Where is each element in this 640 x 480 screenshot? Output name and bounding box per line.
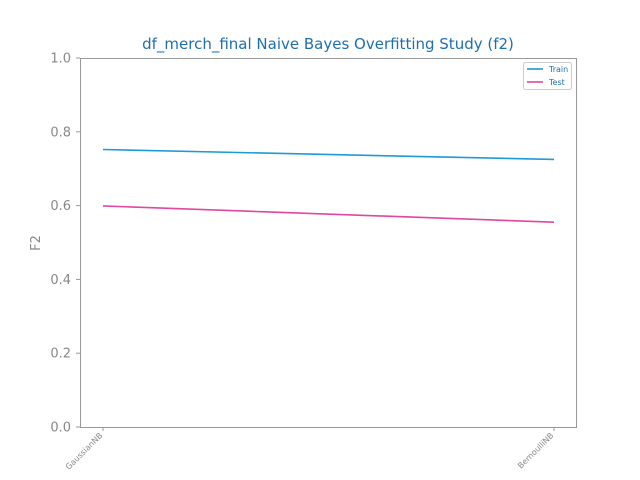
legend-label-test: Test	[548, 78, 565, 87]
y-tick-label: 0.0	[50, 421, 71, 436]
y-tick-label: 0.4	[50, 273, 71, 288]
y-axis-label: F2	[29, 235, 44, 251]
chart-title: df_merch_final Naive Bayes Overfitting S…	[142, 35, 514, 54]
series-layer	[102, 148, 555, 224]
y-tick-label: 0.6	[50, 199, 71, 214]
y-tick-label: 1.0	[50, 52, 71, 67]
x-axis: GaussianNB BernoulliNB	[64, 427, 555, 471]
y-tick-label: 0.2	[50, 347, 71, 362]
legend: Train Test	[523, 62, 572, 90]
legend-label-train: Train	[548, 65, 568, 74]
plot-area	[80, 58, 577, 428]
series-line-train	[102, 148, 555, 161]
y-tick-label: 0.8	[50, 125, 71, 140]
y-axis: 0.0 0.2 0.4 0.6 0.8 1.0	[50, 52, 80, 436]
series-line-test	[102, 205, 555, 224]
x-tick-label: BernoulliNB	[516, 431, 555, 470]
x-tick-label: GaussianNB	[64, 431, 104, 471]
